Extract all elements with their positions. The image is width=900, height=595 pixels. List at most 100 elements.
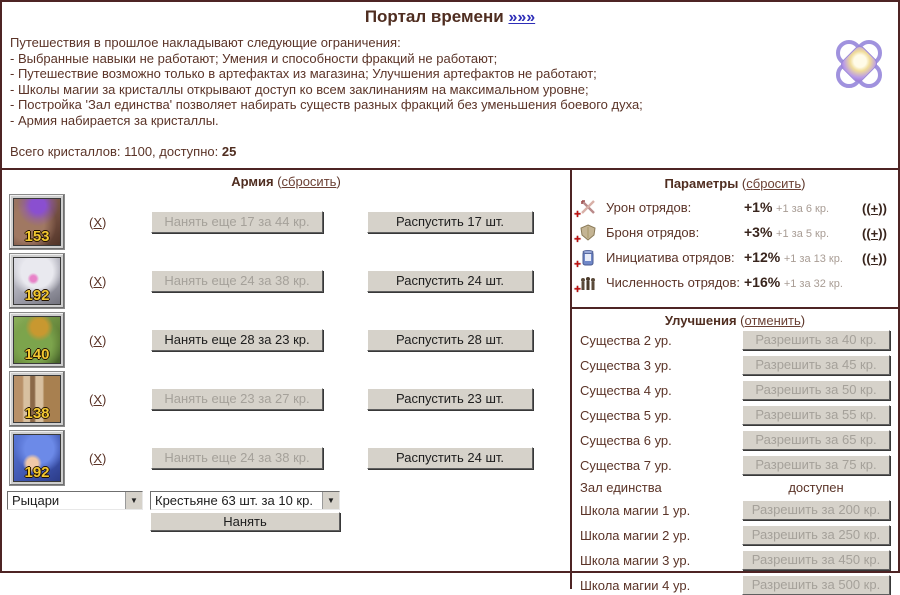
remove-stack-link[interactable]: (X)	[89, 391, 107, 407]
intro-line: - Школы магии за кристаллы открывают дос…	[10, 81, 589, 97]
intro-line: - Постройка 'Зал единства' позволяет наб…	[10, 97, 643, 112]
dismiss-button[interactable]: Распустить 23 шт.	[367, 388, 533, 410]
hire-more-button[interactable]: Нанять еще 24 за 38 кр.	[151, 270, 323, 292]
title-more-link[interactable]: »»»	[508, 9, 536, 26]
creature-portrait[interactable]: 192	[9, 430, 65, 486]
army-header: Армия (сбросить)	[231, 174, 341, 189]
portal-crystal-icon[interactable]	[836, 40, 882, 88]
increase-parameter-link[interactable]: ((+))	[862, 200, 887, 216]
unit-select-value: Крестьяне 63 шт. за 10 кр.	[155, 493, 313, 508]
upgrade-label: Существа 2 ур.	[580, 332, 672, 348]
upgrade-label: Школа магии 4 ур.	[580, 577, 691, 593]
upgrades-cancel-link[interactable]: отменить	[744, 313, 801, 328]
remove-stack-link[interactable]: (X)	[89, 273, 107, 289]
dismiss-button[interactable]: Распустить 24 шт.	[367, 447, 533, 469]
remove-stack-link[interactable]: (X)	[89, 450, 107, 466]
plus-badge: +	[574, 207, 582, 221]
parameter-hint: +1 за 5 кр.	[776, 227, 830, 240]
parameter-hint: +1 за 32 кр.	[783, 277, 843, 290]
creature-portrait[interactable]: 140	[9, 312, 65, 368]
army-row: 192 (X) Нанять еще 24 за 38 кр. Распусти…	[2, 253, 570, 309]
parameter-row: + Численность отрядов: +16% +1 за 32 кр.	[574, 273, 892, 297]
remove-stack-link[interactable]: (X)	[89, 214, 107, 230]
hire-more-button[interactable]: Нанять еще 24 за 38 кр.	[151, 447, 323, 469]
creature-portrait[interactable]: 192	[9, 253, 65, 309]
allow-upgrade-button[interactable]: Разрешить за 45 кр.	[742, 355, 890, 375]
increase-parameter-link[interactable]: ((+))	[862, 250, 887, 266]
upgrade-row: Существа 4 ур. Разрешить за 50 кр.	[580, 380, 890, 400]
faction-select[interactable]: Рыцари ▼	[7, 491, 143, 510]
upgrade-label: Школа магии 1 ур.	[580, 502, 691, 518]
allow-upgrade-button[interactable]: Разрешить за 75 кр.	[742, 455, 890, 475]
allow-upgrade-button[interactable]: Разрешить за 40 кр.	[742, 330, 890, 350]
creature-portrait[interactable]: 138	[9, 371, 65, 427]
plus-badge: +	[574, 232, 582, 246]
dismiss-button[interactable]: Распустить 24 шт.	[367, 270, 533, 292]
page-title: Портал времени »»»	[2, 2, 898, 27]
damage-swords-icon: +	[574, 198, 598, 221]
parameter-value-bold: +12%	[744, 248, 781, 265]
intro-line: Путешествия в прошлое накладывают следую…	[10, 35, 401, 50]
upgrade-row: Зал единства доступен	[580, 480, 890, 495]
upgrade-row: Школа магии 3 ур. Разрешить за 450 кр.	[580, 550, 890, 570]
hire-more-button[interactable]: Нанять еще 28 за 23 кр.	[151, 329, 323, 351]
plus-link-text: (+)	[866, 250, 883, 266]
upgrade-label: Существа 7 ур.	[580, 457, 672, 473]
upgrade-label: Существа 3 ур.	[580, 357, 672, 373]
dismiss-button[interactable]: Распустить 17 шт.	[367, 211, 533, 233]
upgrade-label: Зал единства	[580, 480, 662, 495]
parameter-value: +1% +1 за 6 кр.	[744, 198, 862, 216]
allow-upgrade-button[interactable]: Разрешить за 500 кр.	[742, 575, 890, 595]
army-reset-link[interactable]: сбросить	[281, 174, 337, 189]
hire-more-button[interactable]: Нанять еще 17 за 44 кр.	[151, 211, 323, 233]
intro-line: - Армия набирается за кристаллы.	[10, 112, 219, 128]
upgrade-label: Школа магии 3 ур.	[580, 552, 691, 568]
upgrade-row: Существа 6 ур. Разрешить за 65 кр.	[580, 430, 890, 450]
chevron-down-icon[interactable]: ▼	[125, 492, 142, 509]
upgrade-row: Школа магии 2 ур. Разрешить за 250 кр.	[580, 525, 890, 545]
allow-upgrade-button[interactable]: Разрешить за 55 кр.	[742, 405, 890, 425]
parameter-value: +12% +1 за 13 кр.	[744, 248, 862, 266]
parameters-reset-link[interactable]: сбросить	[746, 176, 802, 191]
parameter-row: + Броня отрядов: +3% +1 за 5 кр. ((+))	[574, 223, 892, 246]
allow-upgrade-button[interactable]: Разрешить за 450 кр.	[742, 550, 890, 570]
army-title: Армия	[231, 174, 274, 189]
upgrade-row: Существа 2 ур. Разрешить за 40 кр.	[580, 330, 890, 350]
parameter-hint: +1 за 13 кр.	[783, 252, 843, 265]
upgrade-label: Существа 4 ур.	[580, 382, 672, 398]
creature-icon: 153	[13, 198, 61, 246]
hire-more-button[interactable]: Нанять еще 23 за 27 кр.	[151, 388, 323, 410]
allow-upgrade-button[interactable]: Разрешить за 65 кр.	[742, 430, 890, 450]
hire-button[interactable]: Нанять	[150, 512, 340, 531]
creature-icon: 140	[13, 316, 61, 364]
parameter-hint: +1 за 6 кр.	[776, 202, 830, 215]
parameter-value-bold: +1%	[744, 198, 773, 215]
parameter-label: Инициатива отрядов:	[606, 250, 735, 265]
chevron-down-icon[interactable]: ▼	[322, 492, 339, 509]
faction-select-value: Рыцари	[12, 493, 60, 508]
right-panel: Параметры (сбросить) + Урон отрядов: +1%…	[570, 170, 898, 595]
intro-line: - Выбранные навыки не работают; Умения и…	[10, 50, 498, 66]
dismiss-button[interactable]: Распустить 28 шт.	[367, 329, 533, 351]
upgrades-panel: Улучшения (отменить) Существа 2 ур. Разр…	[572, 309, 898, 595]
upgrade-label: Существа 6 ур.	[580, 432, 672, 448]
allow-upgrade-button[interactable]: Разрешить за 250 кр.	[742, 525, 890, 545]
upgrade-row: Существа 3 ур. Разрешить за 45 кр.	[580, 355, 890, 375]
parameter-value: +3% +1 за 5 кр.	[744, 225, 862, 241]
upgrade-row: Школа магии 4 ур. Разрешить за 500 кр.	[580, 575, 890, 595]
upgrade-label: Существа 5 ур.	[580, 407, 672, 423]
remove-stack-link[interactable]: (X)	[89, 332, 107, 348]
parameter-value-bold: +16%	[744, 273, 781, 290]
upgrade-label: Школа магии 2 ур.	[580, 527, 691, 543]
creature-count: 153	[24, 228, 50, 245]
allow-upgrade-button[interactable]: Разрешить за 50 кр.	[742, 380, 890, 400]
increase-parameter-link[interactable]: ((+))	[862, 225, 887, 241]
allow-upgrade-button[interactable]: Разрешить за 200 кр.	[742, 500, 890, 520]
creature-portrait[interactable]: 153	[9, 194, 65, 250]
upgrades-header: Улучшения (отменить)	[664, 313, 806, 328]
parameter-label: Броня отрядов:	[606, 225, 700, 240]
creature-count: 192	[24, 287, 50, 304]
intro-text: Путешествия в прошлое накладывают следую…	[2, 27, 898, 128]
unit-select[interactable]: Крестьяне 63 шт. за 10 кр. ▼	[150, 491, 340, 510]
army-row: 138 (X) Нанять еще 23 за 27 кр. Распусти…	[2, 371, 570, 427]
